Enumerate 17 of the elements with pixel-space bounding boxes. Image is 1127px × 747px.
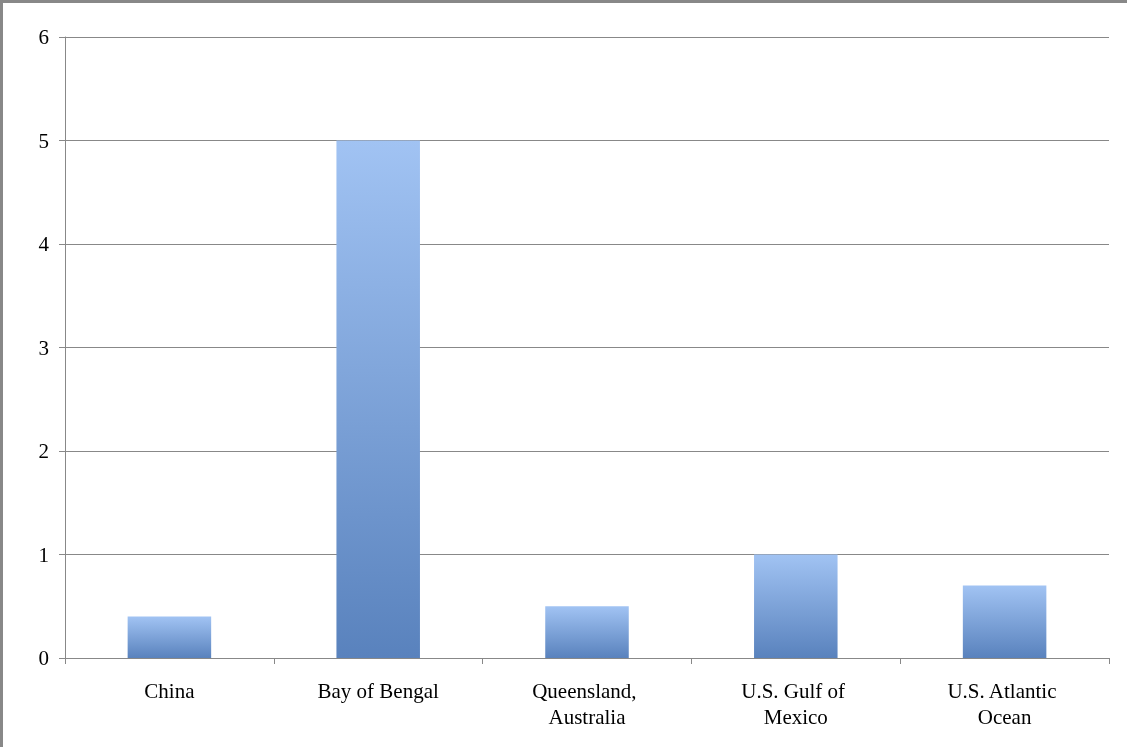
y-tick-label: 2 <box>38 439 49 463</box>
y-tick-label: 6 <box>38 25 49 49</box>
x-tick-label: U.S. Gulf of Mexico <box>741 679 851 729</box>
y-tick-label: 5 <box>38 128 49 153</box>
y-tick-label: 1 <box>38 542 49 567</box>
bar <box>545 606 629 658</box>
bar <box>336 140 420 658</box>
bar <box>962 585 1047 658</box>
y-tick-label: 3 <box>38 335 49 360</box>
x-tick-label: U.S. Atlantic Ocean <box>947 679 1062 729</box>
x-tick-label: China <box>144 679 196 703</box>
x-tick-label: Bay of Bengal <box>317 679 440 703</box>
y-tick-label: 0 <box>38 646 49 670</box>
bar <box>127 616 212 658</box>
x-tick-label: Queensland, Australia <box>532 679 642 729</box>
y-tick-label: 4 <box>38 232 50 256</box>
bar <box>754 554 838 658</box>
